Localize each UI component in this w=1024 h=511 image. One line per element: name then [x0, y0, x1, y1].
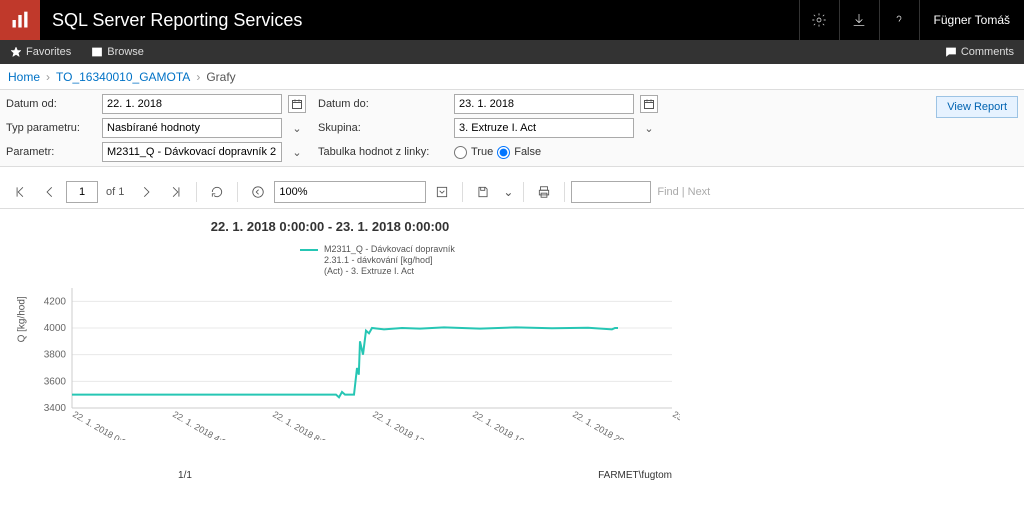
app-logo — [0, 0, 40, 40]
svg-text:22. 1. 2018 0:00: 22. 1. 2018 0:00 — [71, 409, 132, 440]
breadcrumb-sep: › — [196, 70, 200, 84]
help-icon[interactable] — [879, 0, 919, 40]
chevron-down-icon[interactable]: ⌄ — [288, 119, 306, 137]
radio-true-label: True — [471, 146, 493, 158]
report-title: 22. 1. 2018 0:00:00 - 23. 1. 2018 0:00:0… — [0, 219, 460, 234]
save-button[interactable] — [469, 178, 497, 206]
svg-text:4000: 4000 — [44, 323, 67, 334]
sub-bar: Favorites Browse Comments — [0, 40, 1024, 64]
download-icon[interactable] — [839, 0, 879, 40]
type-select[interactable] — [102, 118, 282, 138]
page-input[interactable] — [66, 181, 98, 203]
view-report-button[interactable]: View Report — [936, 96, 1018, 118]
svg-text:3800: 3800 — [44, 350, 67, 361]
top-icon-group: Fügner Tomáš — [799, 0, 1024, 40]
comments-label: Comments — [961, 46, 1014, 58]
date-to-input[interactable] — [454, 94, 634, 114]
label-date-from: Datum od: — [6, 98, 96, 110]
legend-color-swatch — [300, 249, 318, 251]
favorites-label: Favorites — [26, 46, 71, 58]
date-from-input[interactable] — [102, 94, 282, 114]
label-group: Skupina: — [318, 122, 448, 134]
calendar-icon[interactable] — [288, 95, 306, 113]
legend-line3: (Act) - 3. Extruze I. Act — [324, 266, 455, 277]
browse-label: Browse — [107, 46, 144, 58]
prev-page-button[interactable] — [36, 178, 64, 206]
label-type: Typ parametru: — [6, 122, 96, 134]
footer-user: FARMET\fugtom — [350, 470, 680, 481]
radio-false[interactable] — [497, 146, 510, 159]
svg-text:23. 1. 2018 0:00: 23. 1. 2018 0:00 — [671, 409, 680, 440]
report-toolbar: of 1 ⌄ Find|Next — [0, 175, 1024, 209]
last-page-button[interactable] — [162, 178, 190, 206]
print-button[interactable] — [530, 178, 558, 206]
back-button[interactable] — [244, 178, 272, 206]
top-bar: SQL Server Reporting Services Fügner Tom… — [0, 0, 1024, 40]
gear-icon[interactable] — [799, 0, 839, 40]
favorites-button[interactable]: Favorites — [0, 46, 81, 58]
radio-false-label: False — [514, 146, 541, 158]
breadcrumb-current: Grafy — [206, 70, 235, 84]
next-link[interactable]: Next — [688, 186, 711, 198]
page-indicator: 1/1 — [20, 470, 350, 481]
zoom-dropdown-button[interactable] — [428, 178, 456, 206]
svg-text:3600: 3600 — [44, 377, 67, 388]
radio-true[interactable] — [454, 146, 467, 159]
user-label[interactable]: Fügner Tomáš — [919, 0, 1024, 40]
refresh-button[interactable] — [203, 178, 231, 206]
label-table: Tabulka hodnot z linky: — [318, 146, 448, 158]
save-dropdown-icon[interactable]: ⌄ — [499, 183, 517, 201]
breadcrumb-sep: › — [46, 70, 50, 84]
report-footer: 1/1 FARMET\fugtom — [20, 466, 680, 481]
group-select[interactable] — [454, 118, 634, 138]
y-axis-label: Q [kg/hod] — [17, 297, 28, 343]
svg-text:22. 1. 2018 4:00: 22. 1. 2018 4:00 — [171, 409, 232, 440]
chart-container: Q [kg/hod] 3400 3600 3800 4000 4200 22. 1. 20… — [20, 280, 680, 440]
page-of-label: of 1 — [106, 186, 124, 198]
param-select[interactable] — [102, 142, 282, 162]
calendar-icon[interactable] — [640, 95, 658, 113]
svg-text:22. 1. 2018 16:00: 22. 1. 2018 16:00 — [471, 409, 537, 440]
legend-line1: M2311_Q - Dávkovací dopravník — [324, 244, 455, 255]
find-input[interactable] — [571, 181, 651, 203]
svg-text:3400: 3400 — [44, 403, 67, 414]
find-link[interactable]: Find — [657, 186, 678, 198]
next-page-button[interactable] — [132, 178, 160, 206]
svg-text:22. 1. 2018 8:00: 22. 1. 2018 8:00 — [271, 409, 332, 440]
report-body: 22. 1. 2018 0:00:00 - 23. 1. 2018 0:00:0… — [0, 209, 1024, 481]
legend-text: M2311_Q - Dávkovací dopravník 2.31.1 - d… — [324, 244, 455, 276]
comments-button[interactable]: Comments — [935, 46, 1024, 58]
breadcrumb-folder[interactable]: TO_16340010_GAMOTA — [56, 70, 190, 84]
svg-text:4200: 4200 — [44, 297, 67, 308]
legend-line2: 2.31.1 - dávkování [kg/hod] — [324, 255, 455, 266]
chevron-down-icon[interactable]: ⌄ — [288, 143, 306, 161]
find-next-links: Find|Next — [657, 186, 710, 198]
breadcrumb: Home › TO_16340010_GAMOTA › Grafy — [0, 64, 1024, 90]
line-chart: 3400 3600 3800 4000 4200 22. 1. 2018 0:00 22. … — [20, 280, 680, 440]
zoom-select[interactable] — [274, 181, 426, 203]
svg-text:22. 1. 2018 12:00: 22. 1. 2018 12:00 — [371, 409, 437, 440]
app-title: SQL Server Reporting Services — [40, 10, 799, 31]
chart-legend: M2311_Q - Dávkovací dopravník 2.31.1 - d… — [300, 244, 1024, 276]
first-page-button[interactable] — [6, 178, 34, 206]
svg-text:22. 1. 2018 20:00: 22. 1. 2018 20:00 — [571, 409, 637, 440]
label-param: Parametr: — [6, 146, 96, 158]
parameters-panel: Datum od: Datum do: Typ parametru: ⌄ Sku… — [0, 90, 1024, 167]
chevron-down-icon[interactable]: ⌄ — [640, 119, 658, 137]
browse-button[interactable]: Browse — [81, 46, 154, 58]
breadcrumb-home[interactable]: Home — [8, 70, 40, 84]
radio-group-table: True False — [454, 146, 664, 159]
label-date-to: Datum do: — [318, 98, 448, 110]
